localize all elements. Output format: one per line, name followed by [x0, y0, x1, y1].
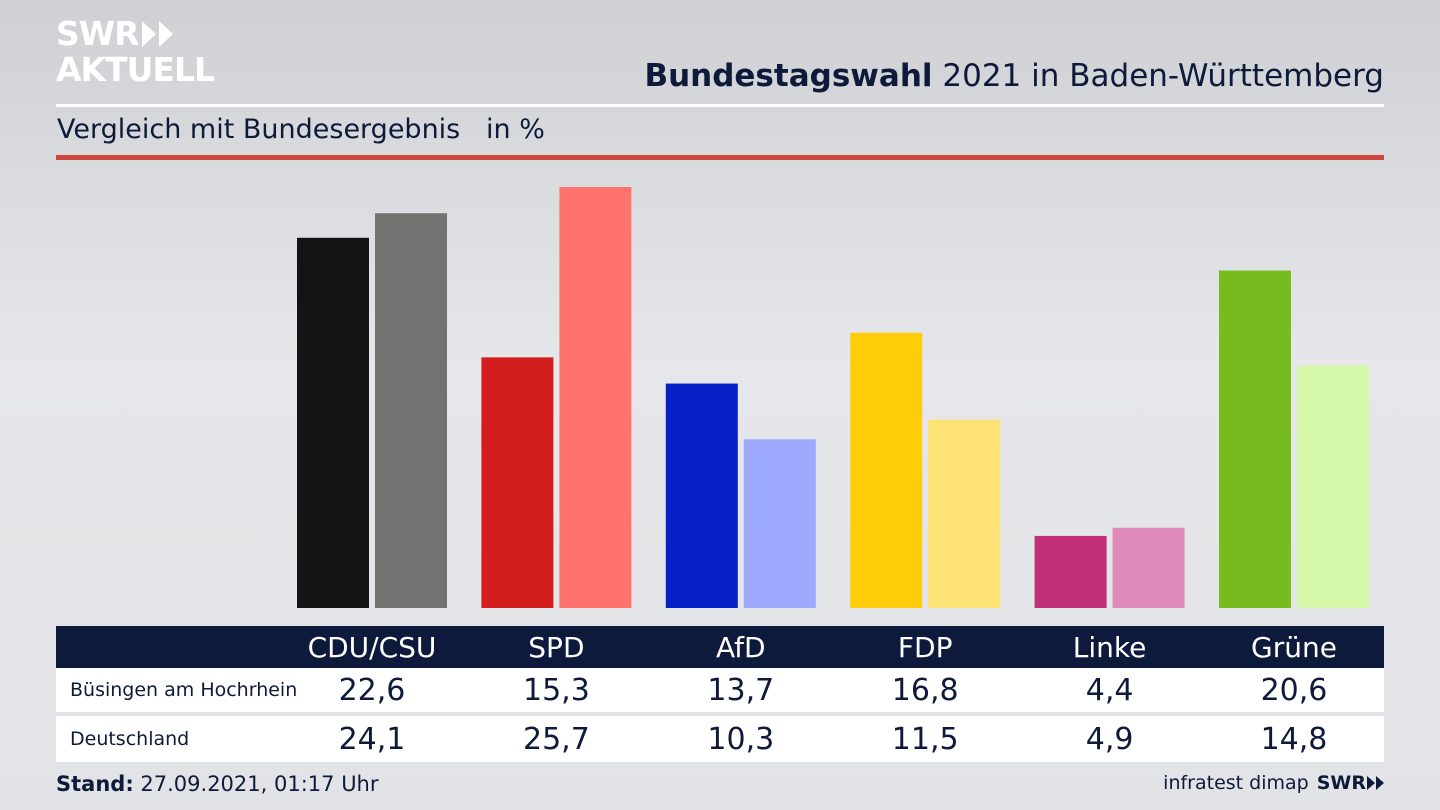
value-cdu-csu-deutschland: 24,1: [338, 721, 406, 757]
party-label-afd: AfD: [716, 630, 766, 664]
bar-linke-deutschland: [1112, 527, 1185, 608]
party-label-fdp: FDP: [897, 630, 953, 664]
logo-aktuell: AKTUELL: [56, 50, 215, 89]
party-label-linke: Linke: [1072, 630, 1147, 664]
value-fdp-b-singen-am-hochrhein: 16,8: [891, 672, 959, 708]
bar-gr-ne-b-singen-am-hochrhein: [1219, 270, 1291, 608]
value-cdu-csu-b-singen-am-hochrhein: 22,6: [338, 672, 406, 708]
bar-cdu-csu-b-singen-am-hochrhein: [297, 237, 369, 608]
party-label-spd: SPD: [528, 630, 585, 664]
footer-logo-text: SWR: [1316, 772, 1366, 794]
title-bold: Bundestagswahl: [644, 58, 933, 94]
party-header-row: CDU/CSU SPD AfD FDP Linke Grüne: [56, 626, 1384, 668]
value-linke-deutschland: 4,9: [1085, 721, 1134, 757]
value-gr-ne-deutschland: 14,8: [1260, 721, 1328, 757]
value-fdp-deutschland: 11,5: [891, 721, 959, 757]
value-linke-b-singen-am-hochrhein: 4,4: [1085, 672, 1134, 708]
timestamp: Stand: 27.09.2021, 01:17 Uhr: [56, 772, 379, 796]
accent-divider: [56, 155, 1384, 160]
bar-cdu-csu-deutschland: [375, 213, 447, 608]
table-row-deutschland: Deutschland 24,1 25,7 10,3 11,5 4,9 14,8: [56, 716, 1384, 762]
value-afd-deutschland: 10,3: [707, 721, 775, 757]
bar-gr-ne-deutschland: [1297, 365, 1369, 608]
subtitle: Vergleich mit Bundesergebnis in %: [57, 114, 545, 145]
party-label-gr-ne: Grüne: [1251, 630, 1337, 664]
bar-fdp-b-singen-am-hochrhein: [850, 332, 923, 608]
row-label-deutschland: Deutschland: [70, 728, 190, 750]
chevron-right-icon: [1376, 776, 1384, 790]
unit-label: in %: [486, 114, 545, 145]
table-row-buesingen: Büsingen am Hochrhein 22,6 15,3 13,7 16,8 4,…: [56, 668, 1384, 712]
value-afd-b-singen-am-hochrhein: 13,7: [707, 672, 775, 708]
bar-spd-b-singen-am-hochrhein: [481, 357, 554, 608]
chevron-right-icon: [1367, 776, 1375, 790]
party-label-cdu-csu: CDU/CSU: [307, 630, 437, 664]
page-title: Bundestagswahl 2021 in Baden-Württemberg: [644, 58, 1384, 94]
chevron-right-icon: [158, 21, 173, 47]
value-gr-ne-b-singen-am-hochrhein: 20,6: [1260, 672, 1328, 708]
value-spd-deutschland: 25,7: [522, 721, 590, 757]
source-label: infratest dimap: [1163, 772, 1309, 794]
footer-source: infratest dimap SWR: [1163, 772, 1384, 794]
subtitle-text: Vergleich mit Bundesergebnis: [57, 114, 461, 145]
value-spd-b-singen-am-hochrhein: 15,3: [522, 672, 590, 708]
swr-aktuell-logo: SWR AKTUELL: [56, 14, 215, 89]
row-label-buesingen: Büsingen am Hochrhein: [70, 679, 298, 701]
chevron-right-icon: [141, 21, 156, 47]
stand-label: Stand:: [56, 772, 134, 796]
header-divider: [56, 104, 1384, 107]
swr-footer-logo: SWR: [1317, 772, 1384, 794]
stand-value: 27.09.2021, 01:17 Uhr: [140, 772, 379, 796]
bar-afd-b-singen-am-hochrhein: [665, 383, 738, 608]
bar-linke-b-singen-am-hochrhein: [1034, 535, 1107, 608]
logo-swr: SWR: [56, 14, 140, 53]
title-rest: 2021 in Baden-Württemberg: [942, 58, 1384, 94]
bar-fdp-deutschland: [928, 419, 1001, 608]
bar-afd-deutschland: [743, 439, 816, 608]
bar-spd-deutschland: [559, 187, 632, 608]
